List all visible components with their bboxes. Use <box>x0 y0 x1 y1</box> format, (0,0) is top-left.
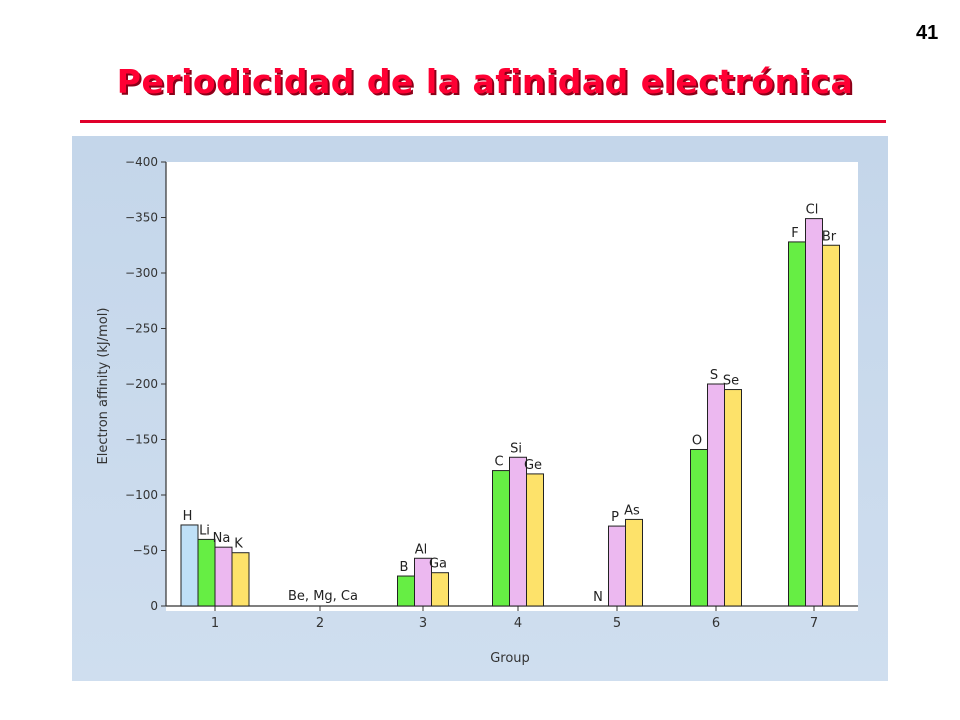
y-tick-label: −50 <box>133 544 158 558</box>
bar-f <box>788 241 806 607</box>
bar-label: C <box>494 455 503 470</box>
bar-li <box>197 538 216 607</box>
slide-title: Periodicidad de la afinidad electrónica <box>116 62 854 101</box>
y-tick-label: −350 <box>125 211 158 225</box>
bar-label: Al <box>415 542 428 557</box>
x-tick-label: 3 <box>419 616 427 631</box>
bar-label: Se <box>723 374 739 389</box>
bar-o <box>690 448 708 607</box>
x-axis-title: Group <box>490 651 530 666</box>
bar-label: O <box>692 433 702 448</box>
bar-label: B <box>400 560 409 575</box>
bar-label: P <box>611 510 619 525</box>
bar-label: N <box>593 590 603 605</box>
x-tick-label: 2 <box>316 616 324 631</box>
bar-ge <box>526 473 544 607</box>
bar-ga <box>431 572 449 607</box>
bar-label: S <box>710 368 718 383</box>
bar-se <box>724 389 742 607</box>
bar-h <box>180 524 199 607</box>
title-underline <box>80 120 886 123</box>
bar-label: Si <box>510 441 522 456</box>
bar-label: K <box>234 537 243 552</box>
chart-panel: 0 −50 −100 −150 −200 −250 −300 −350 −400 1 2 3 4 5 6 7… <box>72 136 888 681</box>
y-axis: 0 −50 −100 −150 −200 −250 −300 −350 −400 <box>125 155 167 613</box>
bar-label: Br <box>822 229 837 244</box>
y-tick-label: −200 <box>125 377 158 391</box>
bar-label: Li <box>199 523 210 538</box>
bar-si <box>509 456 527 607</box>
bar-p <box>608 525 626 607</box>
group2-annotation: Be, Mg, Ca <box>288 589 358 604</box>
page-number: 41 <box>916 22 939 44</box>
y-tick-label: −300 <box>125 266 158 280</box>
bar-as <box>625 518 643 607</box>
y-tick-label: −250 <box>125 322 158 336</box>
electron-affinity-chart: 0 −50 −100 −150 −200 −250 −300 −350 −400 1 2 3 4 5 6 7… <box>96 155 858 666</box>
bar-na <box>214 546 233 607</box>
bar-s <box>707 383 725 607</box>
bar-label: Ge <box>524 458 542 473</box>
y-axis-title: Electron affinity (kJ/mol) <box>96 308 111 465</box>
bar-k <box>231 552 250 607</box>
x-tick-label: 1 <box>211 616 219 631</box>
bar-label: H <box>183 509 193 524</box>
y-tick-label: −400 <box>125 155 158 169</box>
bars <box>180 218 840 607</box>
bar-label: Ga <box>429 557 447 572</box>
x-tick-label: 5 <box>613 616 621 631</box>
bar-c <box>492 470 510 607</box>
x-tick-label: 6 <box>712 616 720 631</box>
bar-br <box>822 244 840 607</box>
bar-label: As <box>624 503 640 518</box>
bar-cl <box>805 218 823 607</box>
bar-label: F <box>791 226 798 241</box>
y-tick-label: 0 <box>150 599 158 613</box>
x-tick-label: 7 <box>810 616 818 631</box>
bar-b <box>397 575 415 607</box>
x-tick-label: 4 <box>514 616 522 631</box>
bar-label: Cl <box>806 203 819 218</box>
y-tick-label: −150 <box>125 433 158 447</box>
y-tick-label: −100 <box>125 488 158 502</box>
bar-label: Na <box>213 531 231 546</box>
